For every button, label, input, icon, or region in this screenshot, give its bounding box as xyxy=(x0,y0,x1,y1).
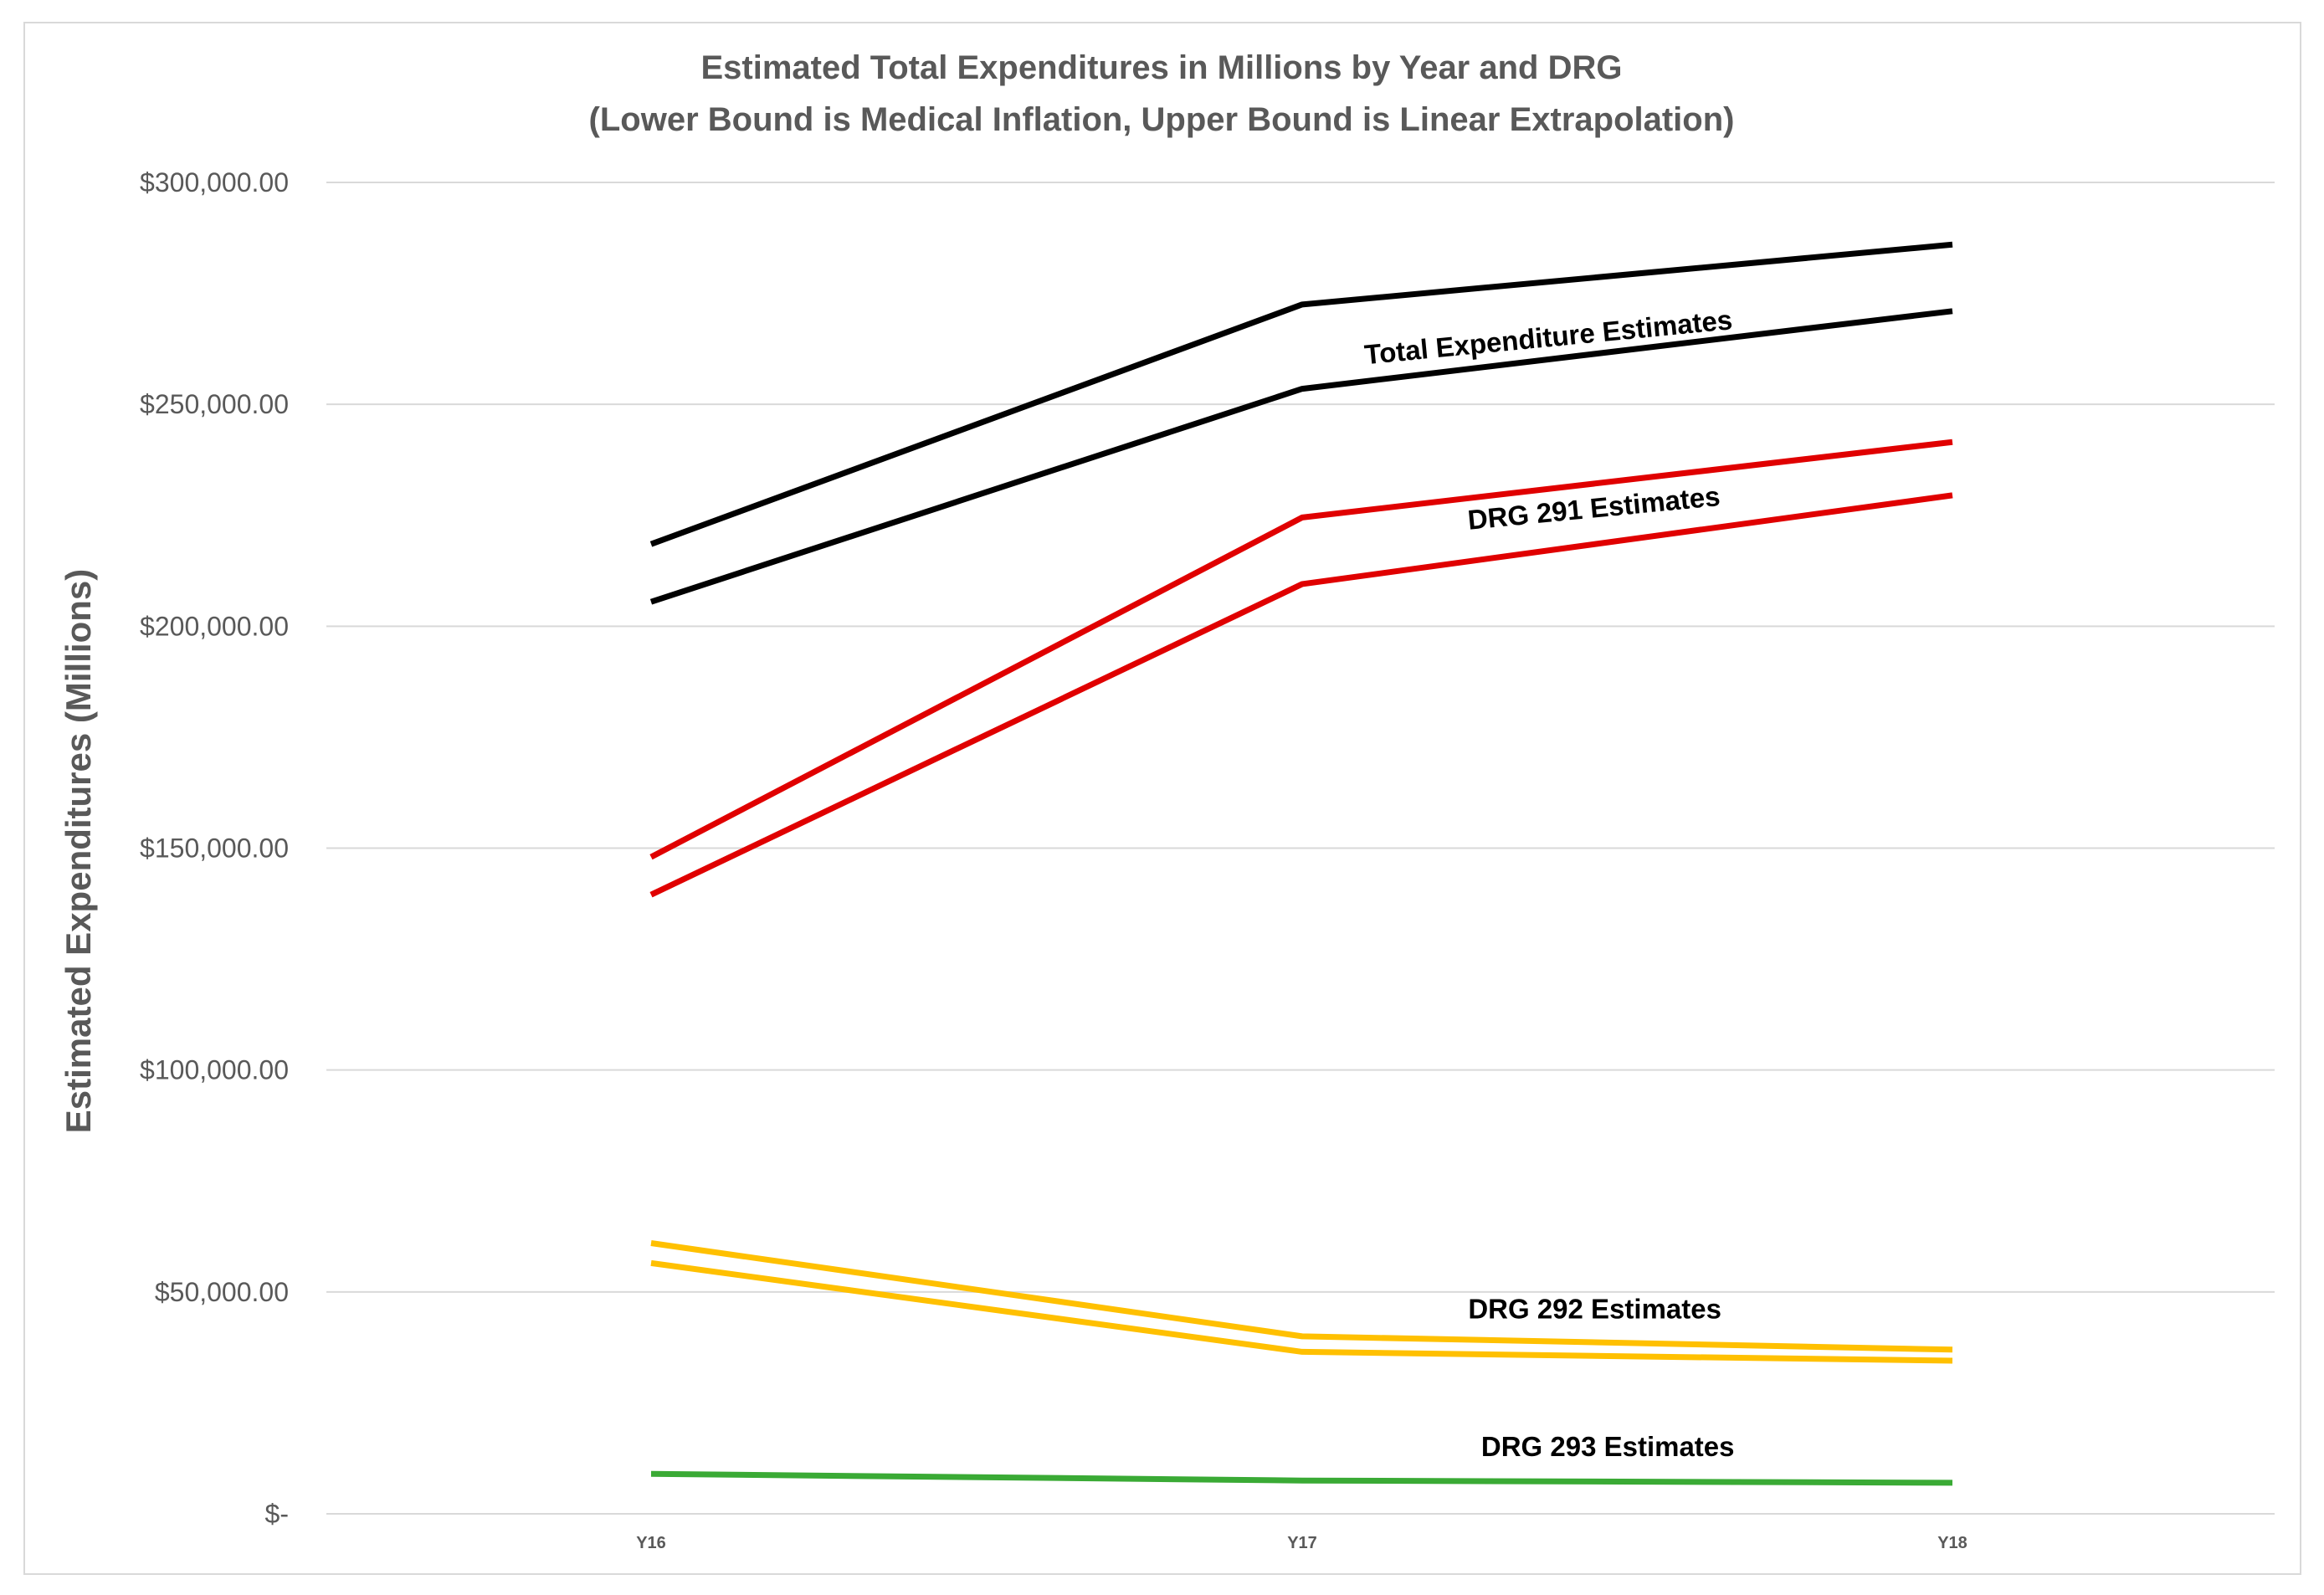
y-tick-label: $100,000.00 xyxy=(140,1055,289,1085)
series-line xyxy=(649,308,1953,605)
y-tick-label: $150,000.00 xyxy=(140,833,289,864)
y-tick-label: $50,000.00 xyxy=(155,1277,289,1307)
y-tick-label: $200,000.00 xyxy=(140,611,289,641)
x-axis-ticks: Y16 Y17 Y18 xyxy=(636,1534,1967,1552)
series-line xyxy=(649,438,1953,860)
x-tick-label: Y17 xyxy=(1287,1534,1317,1552)
y-tick-label: $300,000.00 xyxy=(140,167,289,197)
series-line xyxy=(649,241,1953,547)
y-axis-label: Estimated Expenditures (Millions) xyxy=(59,569,98,1133)
series-line xyxy=(650,1240,1953,1353)
x-tick-label: Y16 xyxy=(636,1534,666,1552)
gridlines xyxy=(326,182,2275,1515)
chart-subtitle: (Lower Bound is Medical Inflation, Upper… xyxy=(589,101,1735,138)
series-line xyxy=(649,492,1953,898)
series-line xyxy=(650,1470,1953,1486)
series-annotation: DRG 293 Estimates xyxy=(1481,1431,1735,1462)
y-tick-label: $- xyxy=(265,1499,289,1529)
y-tick-label: $250,000.00 xyxy=(140,389,289,419)
series-annotation: DRG 291 Estimates xyxy=(1466,480,1721,536)
series-annotation: DRG 292 Estimates xyxy=(1468,1294,1721,1325)
series-line xyxy=(650,1259,1953,1364)
chart-title: Estimated Total Expenditures in Millions… xyxy=(701,49,1623,86)
series-lines xyxy=(649,241,1953,1486)
x-tick-label: Y18 xyxy=(1937,1534,1967,1552)
y-axis-ticks: $- $50,000.00 $100,000.00 $150,000.00 $200,0… xyxy=(140,167,289,1529)
